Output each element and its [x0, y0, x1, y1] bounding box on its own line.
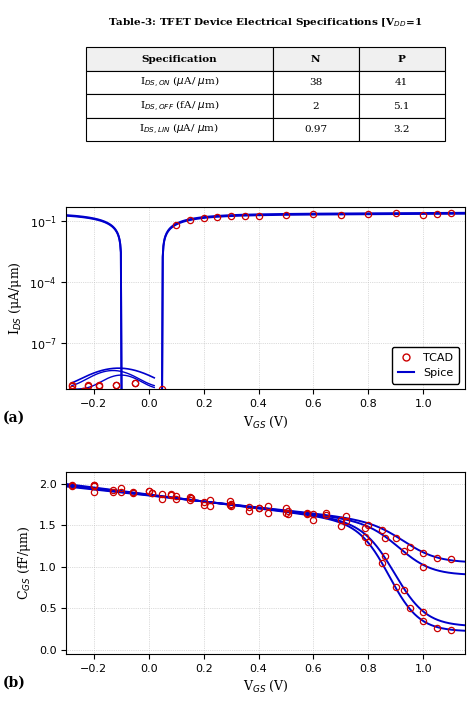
TCAD — [283, 211, 289, 219]
TCAD — [365, 210, 371, 219]
Y-axis label: C$_{GS}$ (fF/μm): C$_{GS}$ (fF/μm) — [16, 525, 33, 600]
TCAD — [228, 212, 234, 220]
TCAD — [146, 406, 152, 415]
Text: Table-3: TFET Device Electrical Specifications [V$_{DD}$=1: Table-3: TFET Device Electrical Specific… — [108, 16, 423, 30]
TCAD — [215, 212, 220, 221]
Text: (a): (a) — [3, 411, 25, 425]
TCAD — [448, 209, 454, 217]
TCAD — [187, 216, 193, 224]
Line: TCAD: TCAD — [69, 210, 454, 413]
Spice — [244, 212, 249, 220]
Spice — [298, 210, 304, 219]
Spice — [462, 209, 467, 218]
Text: (b): (b) — [3, 676, 26, 690]
TCAD — [97, 382, 102, 391]
Spice — [166, 226, 172, 235]
TCAD — [338, 211, 344, 219]
Line: Spice: Spice — [66, 214, 465, 444]
TCAD — [85, 382, 91, 390]
X-axis label: V$_{GS}$ (V): V$_{GS}$ (V) — [243, 679, 288, 695]
Legend: TCAD, Spice: TCAD, Spice — [392, 347, 459, 384]
TCAD — [113, 380, 118, 389]
Spice — [329, 210, 335, 219]
Spice — [134, 425, 140, 433]
TCAD — [310, 209, 316, 218]
TCAD — [132, 379, 138, 387]
X-axis label: V$_{GS}$ (V): V$_{GS}$ (V) — [243, 415, 288, 430]
Spice — [64, 439, 69, 448]
TCAD — [420, 210, 426, 219]
TCAD — [173, 221, 179, 229]
Y-axis label: I$_{DS}$ (μA/μm): I$_{DS}$ (μA/μm) — [7, 262, 24, 335]
TCAD — [393, 209, 399, 218]
TCAD — [69, 382, 75, 390]
TCAD — [434, 209, 440, 218]
Spice — [363, 210, 369, 219]
TCAD — [201, 214, 207, 222]
TCAD — [242, 212, 248, 220]
TCAD — [256, 212, 262, 220]
TCAD — [160, 385, 165, 394]
